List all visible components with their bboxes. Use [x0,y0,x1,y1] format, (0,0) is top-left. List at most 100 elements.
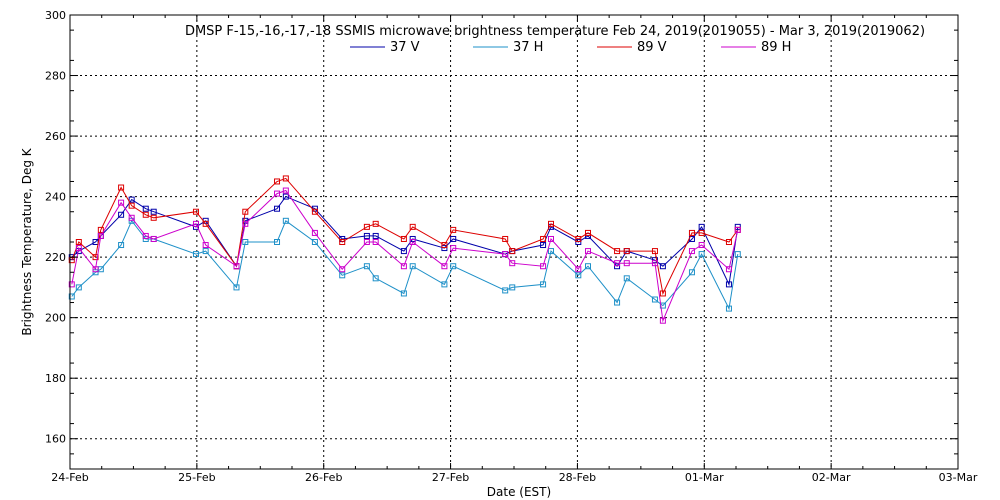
legend-label: 37 H [513,40,543,55]
data-point-89-h [548,235,554,242]
data-point-37-v [363,232,370,239]
y-axis-title: Brightness Temperature, Deg K [20,147,34,335]
data-point-89-v [339,239,346,245]
legend: 37 V 37 H 89 V 89 H [350,40,791,55]
data-point-89-v [502,235,509,242]
data-point-89-h [142,232,149,239]
data-point-89-v [150,214,157,221]
data-point-89-v [128,202,135,209]
x-tick-label-26-feb: 26-Feb [305,471,342,484]
data-point-37-v [450,235,457,242]
y-tick-label-200: 200 [45,312,66,325]
data-point-89-h [540,263,547,270]
data-point-37-h [372,275,379,282]
data-point-89-v [75,239,82,245]
series-line-89-h [71,189,739,323]
data-point-89-h [192,220,199,227]
data-point-37-h [502,287,509,294]
data-point-89-v [540,235,547,242]
data-point-37-v [128,196,135,203]
data-point-89-v [698,229,705,236]
data-point-89-h [688,248,695,255]
data-point-37-h [118,242,125,249]
data-point-37-h [614,299,621,306]
data-point-37-h [725,305,732,312]
data-point-37-h [548,248,554,255]
y-tick-label-260: 260 [45,130,66,143]
data-point-89-h [659,317,666,324]
data-point-89-v [142,211,149,218]
data-point-37-v [651,257,658,264]
data-point-89-h [97,232,104,239]
data-point-89-v [725,239,732,245]
data-point-89-h [509,260,516,267]
data-point-89-h [441,263,448,270]
data-point-37-v [698,223,705,230]
series-89-v [68,175,741,297]
data-point-89-v [372,220,379,227]
grid [70,15,958,469]
data-point-37-v [614,263,621,270]
y-tick-label-280: 280 [45,70,66,83]
data-point-89-v [450,226,457,233]
x-tick-label-02-mar: 02-Mar [812,471,851,484]
data-point-89-v [548,220,554,227]
data-point-89-v [242,208,249,215]
data-point-89-v [311,208,318,215]
data-point-89-h [698,242,705,249]
data-point-89-h [118,199,125,206]
legend-item-37-v: 37 V [350,40,420,55]
x-tick-label-01-mar: 01-Mar [685,471,724,484]
y-tick-label-160: 160 [45,433,66,446]
data-point-89-h [725,266,732,273]
data-point-89-v [97,226,104,233]
data-point-37-h [192,251,199,258]
data-point-89-v [614,248,621,255]
data-point-37-v [400,248,407,255]
legend-label: 37 V [390,40,420,55]
data-point-89-h [363,239,370,245]
data-point-89-h [75,245,82,252]
data-point-89-v [400,235,407,242]
y-tick-label-240: 240 [45,191,66,204]
data-point-89-h [282,187,289,194]
data-point-37-h [202,248,209,255]
legend-item-89-v: 89 V [597,40,667,55]
data-point-89-v [441,242,448,249]
data-point-37-v [282,193,289,200]
legend-label: 89 H [761,40,791,55]
data-point-89-v [659,290,666,297]
data-point-37-h [540,281,547,288]
data-point-37-h [623,275,630,282]
data-point-37-h [400,290,407,297]
data-point-37-v [142,205,149,212]
x-tick-label-27-feb: 27-Feb [432,471,469,484]
data-point-89-v [623,248,630,255]
data-point-89-h [92,266,99,273]
data-point-37-h [274,239,281,245]
data-point-37-h [339,272,346,279]
data-point-89-h [274,190,281,197]
y-tick-label-300: 300 [45,9,66,22]
data-point-89-h [614,260,621,267]
data-point-89-v [274,178,281,185]
data-point-89-h [400,263,407,270]
data-point-89-h [311,229,318,236]
legend-label: 89 V [637,40,667,55]
data-point-37-h [233,284,240,291]
data-point-89-v [202,220,209,227]
data-point-37-v [540,242,547,249]
data-point-37-v [659,263,666,270]
data-point-89-v [575,235,582,242]
data-point-37-h [311,239,318,245]
data-point-89-h [575,266,582,273]
x-axis-title: Date (EST) [487,485,551,499]
data-point-37-v [150,208,157,215]
x-tick-label-28-feb: 28-Feb [559,471,596,484]
data-point-37-v [372,232,379,239]
series-89-h [68,187,741,324]
data-point-89-h [734,226,741,233]
data-point-37-h [75,284,82,291]
data-point-37-h [734,251,741,258]
